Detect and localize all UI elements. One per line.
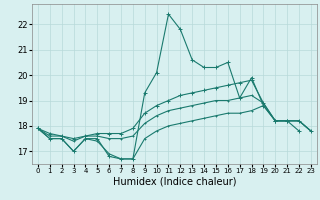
X-axis label: Humidex (Indice chaleur): Humidex (Indice chaleur) xyxy=(113,177,236,187)
